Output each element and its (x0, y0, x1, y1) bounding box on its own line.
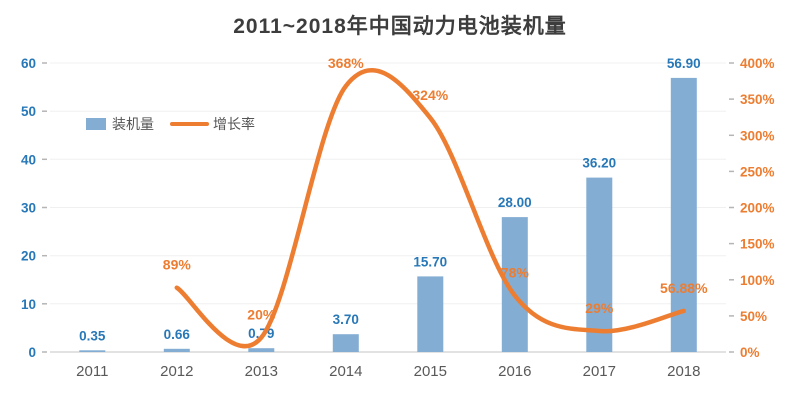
left-axis-tick-label: 40 (21, 152, 36, 167)
bar-value-label: 56.90 (667, 56, 701, 71)
legend-bar-label: 装机量 (112, 116, 154, 132)
x-axis-label: 2018 (667, 363, 700, 380)
left-axis-tick-label: 20 (21, 249, 36, 264)
x-axis-label: 2015 (414, 363, 447, 380)
growth-label: 324% (412, 87, 448, 103)
bar (79, 350, 106, 352)
bar (586, 177, 613, 352)
legend-line-label: 增长率 (213, 116, 255, 132)
x-axis-label: 2011 (76, 363, 108, 380)
right-axis-tick-label: 150% (740, 237, 775, 252)
left-axis-tick-label: 30 (21, 201, 36, 216)
x-axis-label: 2014 (329, 363, 362, 380)
x-axis-label: 2012 (160, 363, 193, 380)
right-axis-tick-label: 250% (740, 164, 775, 179)
bar-value-label: 36.20 (582, 156, 616, 171)
growth-label: 368% (328, 55, 364, 71)
left-axis-tick-label: 10 (21, 297, 36, 312)
growth-label: 56.88% (660, 280, 708, 296)
growth-label: 29% (585, 300, 614, 316)
left-axis-tick-label: 0 (28, 345, 36, 360)
bar-value-label: 28.00 (498, 195, 532, 210)
bar (163, 348, 190, 352)
x-axis-label: 2016 (498, 363, 531, 380)
chart-title: 2011~2018年中国动力电池装机量 (233, 15, 567, 38)
right-axis-tick-label: 100% (740, 273, 775, 288)
legend-bar-swatch (86, 118, 106, 130)
x-axis-label: 2013 (245, 363, 278, 380)
growth-label: 20% (247, 307, 276, 323)
left-axis-tick-label: 60 (21, 56, 36, 71)
right-axis-tick-label: 0% (740, 345, 760, 360)
right-axis-tick-label: 350% (740, 92, 775, 107)
left-axis-tick-label: 50 (21, 104, 36, 119)
bar (670, 77, 697, 353)
bar-value-label: 0.35 (79, 328, 106, 343)
bar-value-label: 3.70 (333, 312, 359, 327)
bar-value-label: 15.70 (413, 254, 447, 269)
growth-label: 78% (501, 265, 530, 281)
growth-line (174, 68, 687, 349)
bar (332, 334, 359, 352)
x-axis-label: 2017 (583, 363, 616, 380)
right-axis-tick-label: 400% (740, 56, 775, 71)
right-axis-tick-label: 50% (740, 309, 767, 324)
right-axis-tick-label: 300% (740, 128, 775, 143)
growth-label: 89% (163, 257, 192, 273)
bar (248, 348, 275, 352)
bar (417, 276, 444, 352)
bar-value-label: 0.66 (164, 327, 191, 342)
right-axis-tick-label: 200% (740, 201, 775, 216)
